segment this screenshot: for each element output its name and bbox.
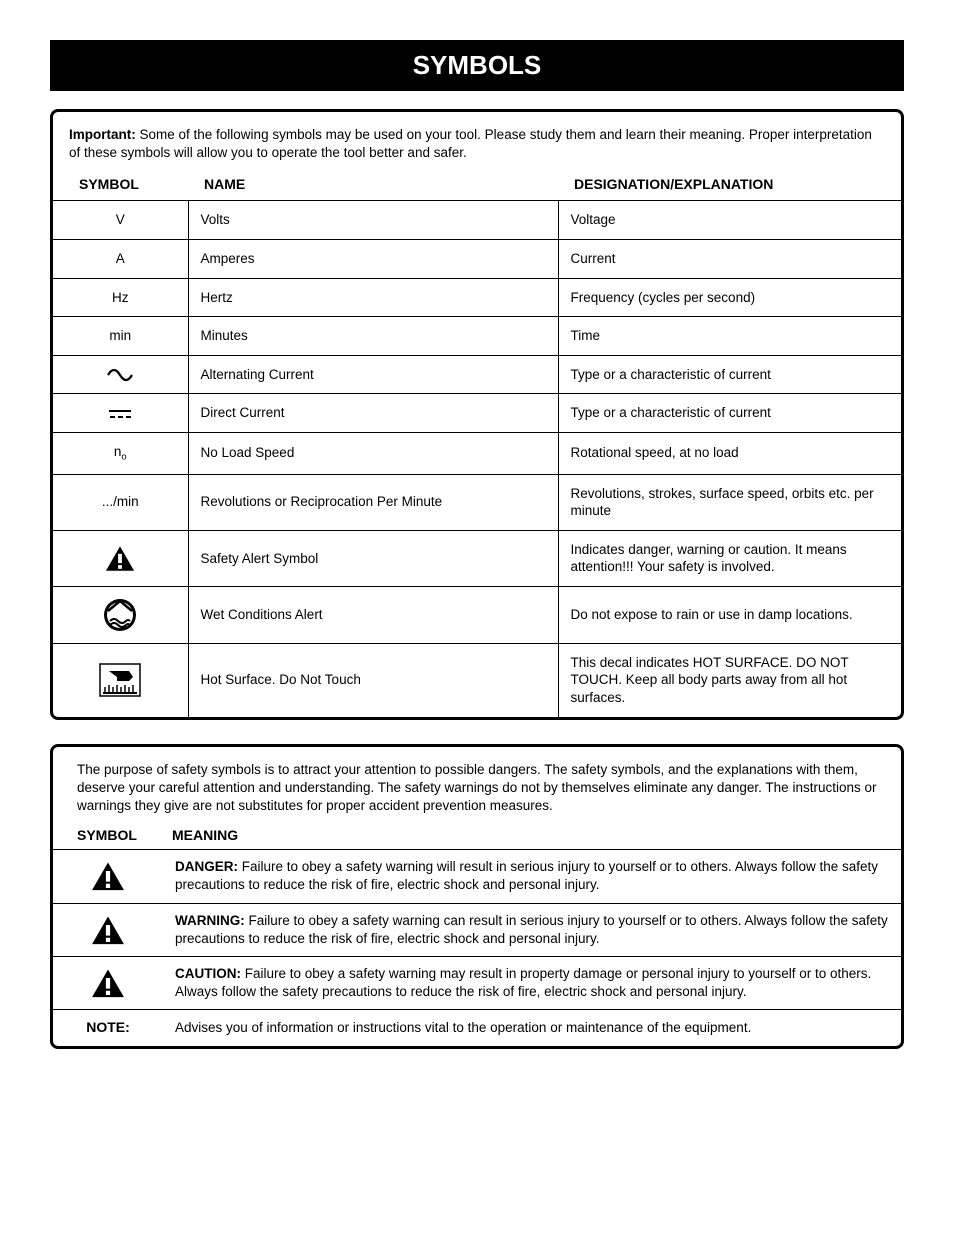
wet-circle-icon: [102, 606, 138, 621]
name-cell: Revolutions or Reciprocation Per Minute: [188, 474, 558, 530]
table-row: .../minRevolutions or Reciprocation Per …: [53, 474, 901, 530]
header2-meaning: MEANING: [172, 827, 883, 843]
explanation-cell: Type or a characteristic of current: [558, 394, 901, 433]
meaning-text: Failure to obey a safety warning will re…: [175, 859, 878, 892]
meaning-text: Failure to obey a safety warning may res…: [175, 966, 871, 999]
symbol-cell: no: [53, 432, 188, 474]
symbol-cell: [53, 957, 163, 1010]
intro-text: Important: Some of the following symbols…: [69, 126, 885, 162]
symbol-cell: A: [53, 239, 188, 278]
header-name: NAME: [204, 176, 574, 192]
table-row: minMinutesTime: [53, 317, 901, 356]
explanation-cell: Time: [558, 317, 901, 356]
meaning-cell: WARNING: Failure to obey a safety warnin…: [163, 903, 901, 956]
name-cell: Amperes: [188, 239, 558, 278]
meaning-cell: CAUTION: Failure to obey a safety warnin…: [163, 957, 901, 1010]
symbol-cell: NOTE:: [53, 1010, 163, 1046]
meaning-cell: DANGER: Failure to obey a safety warning…: [163, 850, 901, 903]
explanation-cell: Type or a characteristic of current: [558, 355, 901, 394]
meanings-box: The purpose of safety symbols is to attr…: [50, 744, 904, 1049]
symbol-cell: [53, 643, 188, 716]
table-row: WARNING: Failure to obey a safety warnin…: [53, 903, 901, 956]
page-title: SYMBOLS: [50, 40, 904, 91]
explanation-cell: Voltage: [558, 201, 901, 240]
meaning-label: WARNING:: [175, 913, 245, 928]
table-row: AAmperesCurrent: [53, 239, 901, 278]
symbol-cell: .../min: [53, 474, 188, 530]
name-cell: Wet Conditions Alert: [188, 586, 558, 643]
table-row: VVoltsVoltage: [53, 201, 901, 240]
alert-triangle-icon: [105, 550, 135, 565]
symbol-cell: [53, 586, 188, 643]
name-cell: Hot Surface. Do Not Touch: [188, 643, 558, 716]
table-row: NOTE: Advises you of information or instr…: [53, 1010, 901, 1046]
table-row: Wet Conditions AlertDo not expose to rai…: [53, 586, 901, 643]
note-label: NOTE:: [86, 1019, 130, 1035]
symbols-table-box: Important: Some of the following symbols…: [50, 109, 904, 720]
table-row: Alternating CurrentType or a characteris…: [53, 355, 901, 394]
dc-bars-icon: [107, 405, 133, 420]
name-cell: Minutes: [188, 317, 558, 356]
table-row: DANGER: Failure to obey a safety warning…: [53, 850, 901, 903]
table2-header: SYMBOL MEANING: [77, 827, 883, 849]
meanings-intro: The purpose of safety symbols is to attr…: [77, 761, 883, 816]
explanation-cell: Frequency (cycles per second): [558, 278, 901, 317]
explanation-cell: Rotational speed, at no load: [558, 432, 901, 474]
symbol-cell: min: [53, 317, 188, 356]
symbols-table: VVoltsVoltageAAmperesCurrentHzHertzFrequ…: [53, 200, 901, 716]
symbol-cell: [53, 394, 188, 433]
ac-wave-icon: [107, 367, 133, 382]
intro-body: Some of the following symbols may be use…: [69, 127, 872, 160]
meanings-table: DANGER: Failure to obey a safety warning…: [53, 849, 901, 1046]
name-cell: Hertz: [188, 278, 558, 317]
header-explanation: DESIGNATION/EXPLANATION: [574, 176, 885, 192]
name-cell: Volts: [188, 201, 558, 240]
explanation-cell: Indicates danger, warning or caution. It…: [558, 530, 901, 586]
header2-symbol: SYMBOL: [77, 827, 172, 843]
name-cell: Safety Alert Symbol: [188, 530, 558, 586]
symbol-cell: [53, 355, 188, 394]
table-row: Direct CurrentType or a characteristic o…: [53, 394, 901, 433]
symbol-cell: [53, 530, 188, 586]
intro-bold: Important:: [69, 127, 136, 142]
explanation-cell: Current: [558, 239, 901, 278]
alert-triangle-icon: [91, 868, 125, 883]
table-row: noNo Load SpeedRotational speed, at no l…: [53, 432, 901, 474]
explanation-cell: Do not expose to rain or use in damp loc…: [558, 586, 901, 643]
table-row: HzHertzFrequency (cycles per second): [53, 278, 901, 317]
symbol-cell: [53, 850, 163, 903]
explanation-cell: Revolutions, strokes, surface speed, orb…: [558, 474, 901, 530]
table-row: CAUTION: Failure to obey a safety warnin…: [53, 957, 901, 1010]
name-cell: Direct Current: [188, 394, 558, 433]
symbol-cell: [53, 903, 163, 956]
header-symbol: SYMBOL: [79, 176, 204, 192]
hot-surface-icon: [99, 672, 141, 687]
explanation-cell: This decal indicates HOT SURFACE. DO NOT…: [558, 643, 901, 716]
meaning-text: Failure to obey a safety warning can res…: [175, 913, 888, 946]
alert-triangle-icon: [91, 921, 125, 936]
table1-header: SYMBOL NAME DESIGNATION/EXPLANATION: [69, 172, 885, 200]
meaning-label: DANGER:: [175, 859, 238, 874]
alert-triangle-icon: [91, 975, 125, 990]
symbol-cell: Hz: [53, 278, 188, 317]
meaning-label: CAUTION:: [175, 966, 241, 981]
meaning-cell: Advises you of information or instructio…: [163, 1010, 901, 1046]
name-cell: No Load Speed: [188, 432, 558, 474]
symbol-cell: V: [53, 201, 188, 240]
table-row: Safety Alert SymbolIndicates danger, war…: [53, 530, 901, 586]
name-cell: Alternating Current: [188, 355, 558, 394]
table-row: Hot Surface. Do Not TouchThis decal indi…: [53, 643, 901, 716]
